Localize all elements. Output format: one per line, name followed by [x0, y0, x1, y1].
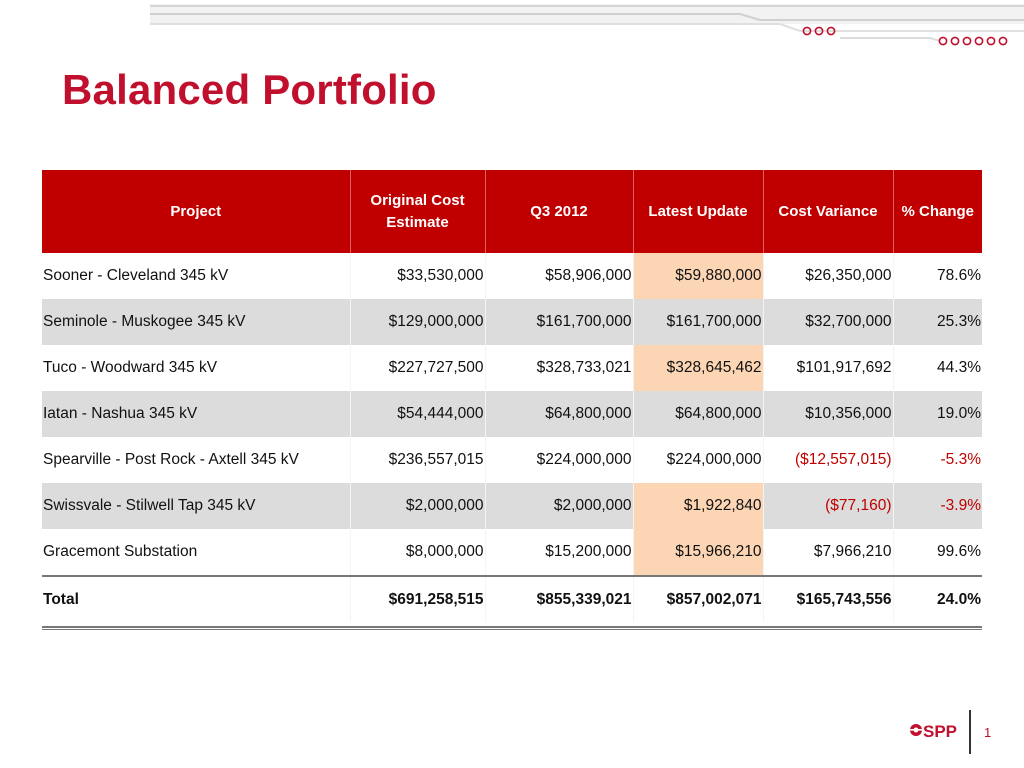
table-bottom-rule	[42, 626, 982, 630]
cell-latest: $328,645,462	[633, 345, 764, 391]
cell-variance: ($77,160)	[763, 483, 894, 529]
cell-original: $227,727,500	[350, 345, 486, 391]
table-row: Tuco - Woodward 345 kV $227,727,500 $328…	[42, 345, 982, 391]
cell-latest: $224,000,000	[633, 437, 764, 483]
cell-latest: $64,800,000	[633, 391, 764, 437]
cell-variance: $7,966,210	[763, 529, 894, 576]
header-decoration	[150, 4, 1024, 46]
spp-logo-mark-icon	[910, 724, 922, 736]
cell-variance: $101,917,692	[763, 345, 894, 391]
cell-original: $236,557,015	[350, 437, 486, 483]
cell-q3: $15,200,000	[485, 529, 634, 576]
header-original-cost: Original Cost Estimate	[350, 170, 486, 253]
cell-latest: $15,966,210	[633, 529, 764, 576]
table-row: Iatan - Nashua 345 kV $54,444,000 $64,80…	[42, 391, 982, 437]
cell-project: Seminole - Muskogee 345 kV	[42, 299, 351, 345]
cell-variance: $32,700,000	[763, 299, 894, 345]
header-percent-change: % Change	[893, 170, 982, 253]
cell-variance: $10,356,000	[763, 391, 894, 437]
table-header-row: Project Original Cost Estimate Q3 2012 L…	[42, 170, 982, 253]
page-number: 1	[984, 725, 992, 740]
cell-variance: $26,350,000	[763, 253, 894, 299]
cell-latest: $59,880,000	[633, 253, 764, 299]
cell-project: Iatan - Nashua 345 kV	[42, 391, 351, 437]
header-cost-variance: Cost Variance	[763, 170, 894, 253]
spp-logo-text: SPP	[923, 722, 957, 741]
cell-original: $33,530,000	[350, 253, 486, 299]
cell-project: Spearville - Post Rock - Axtell 345 kV	[42, 437, 351, 483]
cell-q3: $161,700,000	[485, 299, 634, 345]
cell-project: Tuco - Woodward 345 kV	[42, 345, 351, 391]
cell-total-variance: $165,743,556	[763, 575, 894, 622]
header-project: Project	[42, 170, 351, 253]
spp-logo: SPP	[910, 722, 957, 741]
cell-original: $2,000,000	[350, 483, 486, 529]
cell-change: 99.6%	[937, 543, 981, 560]
cell-original: $8,000,000	[350, 529, 486, 576]
cell-total-change: 24.0%	[893, 575, 982, 622]
table-total-row: Total $691,258,515 $855,339,021 $857,002…	[42, 575, 982, 622]
cell-q3: $224,000,000	[485, 437, 634, 483]
cell-project: Gracemont Substation	[42, 529, 351, 576]
footer-divider	[969, 710, 971, 754]
cell-change: 44.3%	[937, 359, 981, 376]
cell-q3: $2,000,000	[485, 483, 634, 529]
table-row: Swissvale - Stilwell Tap 345 kV $2,000,0…	[42, 483, 982, 529]
cell-latest: $161,700,000	[633, 299, 764, 345]
cell-variance: ($12,557,015)	[763, 437, 894, 483]
cell-total-latest: $857,002,071	[633, 575, 764, 622]
table-row: Gracemont Substation $8,000,000 $15,200,…	[42, 529, 982, 576]
header-latest-update: Latest Update	[633, 170, 764, 253]
portfolio-table: Project Original Cost Estimate Q3 2012 L…	[42, 170, 982, 622]
cell-q3: $58,906,000	[485, 253, 634, 299]
table-row: Sooner - Cleveland 345 kV $33,530,000 $5…	[42, 253, 982, 299]
cell-change: -5.3%	[940, 451, 982, 468]
cell-original: $129,000,000	[350, 299, 486, 345]
cell-change: 25.3%	[893, 299, 982, 345]
cell-project: Sooner - Cleveland 345 kV	[42, 253, 351, 299]
cell-total-q3: $855,339,021	[485, 575, 634, 622]
cell-q3: $64,800,000	[485, 391, 634, 437]
cell-change: -3.9%	[893, 483, 982, 529]
slide-title: Balanced Portfolio	[62, 66, 437, 113]
header-q3-2012: Q3 2012	[485, 170, 634, 253]
cell-total-label: Total	[42, 575, 351, 622]
cell-latest: $1,922,840	[633, 483, 764, 529]
table-row: Spearville - Post Rock - Axtell 345 kV $…	[42, 437, 982, 483]
cell-change: 78.6%	[937, 267, 981, 284]
cell-change: 19.0%	[893, 391, 982, 437]
cell-project: Swissvale - Stilwell Tap 345 kV	[42, 483, 351, 529]
table-row: Seminole - Muskogee 345 kV $129,000,000 …	[42, 299, 982, 345]
cell-original: $54,444,000	[350, 391, 486, 437]
cell-total-original: $691,258,515	[350, 575, 486, 622]
cell-q3: $328,733,021	[485, 345, 634, 391]
